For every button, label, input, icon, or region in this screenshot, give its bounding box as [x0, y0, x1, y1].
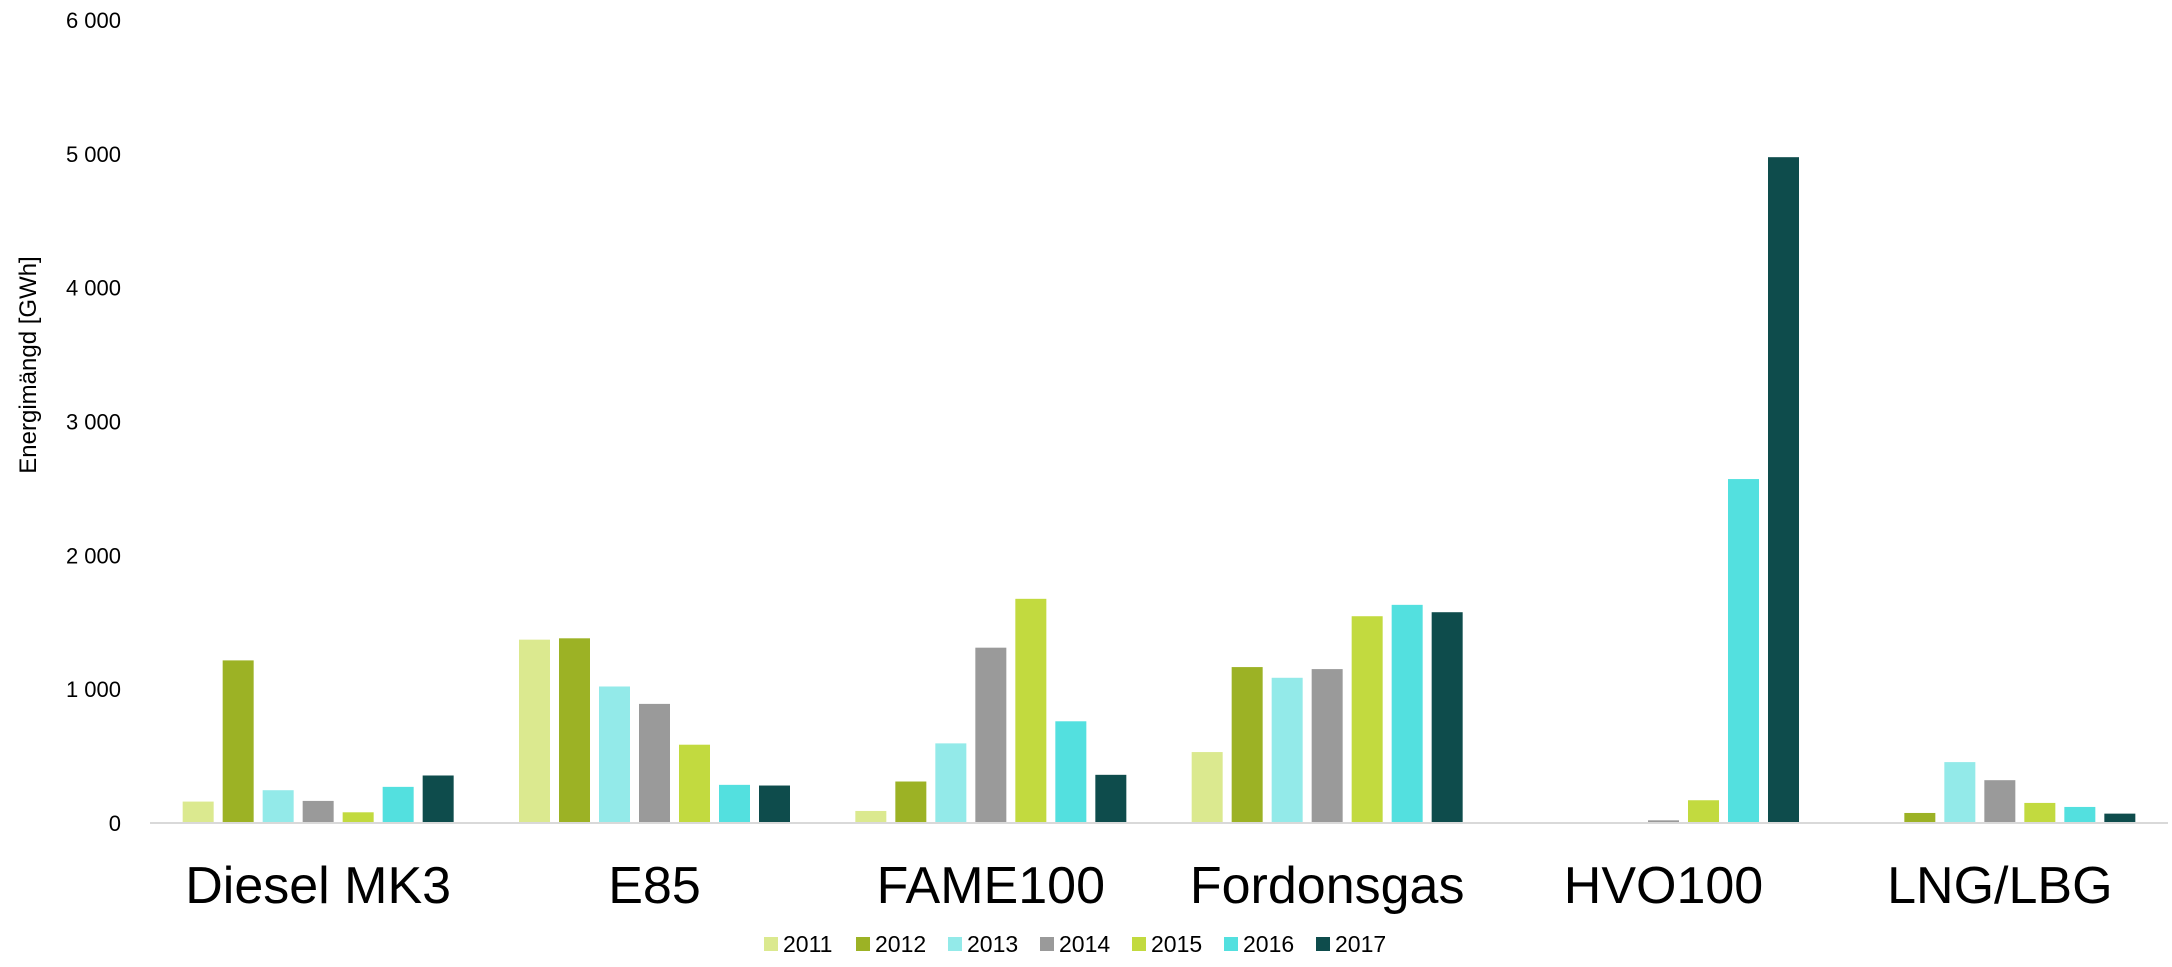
x-tick-label: Diesel MK3 [185, 857, 451, 915]
bar-lng-lbg-2014 [1984, 780, 2016, 823]
bar-diesel-mk3-2013 [262, 790, 294, 823]
bar-e85-2015 [679, 744, 710, 823]
bar-fame100-2017 [1095, 774, 1127, 823]
bar-fame100-2012 [895, 781, 927, 823]
bar-diesel-mk3-2017 [422, 775, 454, 823]
bar-fame100-2015 [1015, 598, 1047, 823]
legend-label: 2017 [1335, 931, 1386, 957]
bar-e85-2016 [719, 784, 750, 823]
legend-label: 2014 [1059, 931, 1110, 957]
bar-hvo100-2014 [1648, 820, 1679, 823]
bar-lng-lbg-2012 [1904, 812, 1936, 823]
bars [182, 157, 2136, 823]
bar-diesel-mk3-2015 [342, 812, 374, 823]
legend-label: 2016 [1243, 931, 1294, 957]
x-tick-label: Fordonsgas [1190, 857, 1465, 915]
bar-lng-lbg-2013 [1944, 762, 1976, 823]
y-axis: 0 1 000 2 000 3 000 4 000 5 000 6 000 [66, 8, 121, 836]
bar-hvo100-2015 [1688, 800, 1719, 823]
bar-e85-2011 [519, 639, 550, 823]
bar-hvo100-2017 [1768, 157, 1799, 823]
x-tick-label: E85 [608, 857, 701, 915]
y-axis-label: Energimängd [GWh] [15, 256, 42, 473]
legend: 2011 2012 2013 2014 2015 2016 2017 [764, 931, 1386, 957]
bar-fordonsgas-2014 [1311, 669, 1343, 823]
bar-diesel-mk3-2012 [222, 660, 254, 823]
bar-hvo100-2016 [1728, 479, 1759, 823]
legend-swatch [856, 937, 870, 951]
bar-fame100-2013 [935, 743, 967, 823]
legend-label: 2015 [1151, 931, 1202, 957]
y-tick-label: 0 [109, 811, 121, 836]
bar-lng-lbg-2016 [2064, 806, 2096, 823]
y-tick-label: 6 000 [66, 8, 121, 33]
legend-swatch [1040, 937, 1054, 951]
x-tick-label: LNG/LBG [1887, 857, 2112, 915]
x-tick-label: FAME100 [877, 857, 1105, 915]
legend-swatch [764, 937, 778, 951]
legend-label: 2011 [783, 931, 832, 957]
legend-swatch [1224, 937, 1238, 951]
bar-fame100-2014 [975, 647, 1007, 823]
bar-diesel-mk3-2014 [302, 800, 334, 823]
bar-fordonsgas-2017 [1431, 612, 1463, 823]
y-tick-label: 2 000 [66, 543, 121, 568]
bar-e85-2012 [559, 638, 590, 823]
y-tick-label: 4 000 [66, 276, 121, 301]
legend-label: 2013 [967, 931, 1018, 957]
y-tick-label: 3 000 [66, 410, 121, 435]
bar-fordonsgas-2016 [1391, 604, 1423, 823]
bar-fordonsgas-2011 [1191, 752, 1223, 823]
bar-fordonsgas-2015 [1351, 616, 1383, 823]
bar-lng-lbg-2017 [2104, 813, 2136, 823]
bar-fordonsgas-2012 [1231, 667, 1263, 823]
y-tick-label: 5 000 [66, 142, 121, 167]
bar-lng-lbg-2015 [2024, 802, 2056, 823]
bar-fame100-2011 [855, 810, 887, 823]
bar-diesel-mk3-2011 [182, 801, 214, 823]
bar-fame100-2016 [1055, 721, 1087, 823]
bar-fordonsgas-2013 [1271, 677, 1303, 823]
x-tick-label: HVO100 [1564, 857, 1763, 915]
y-tick-label: 1 000 [66, 677, 121, 702]
bar-e85-2014 [639, 703, 670, 823]
bar-e85-2013 [599, 686, 630, 823]
legend-label: 2012 [875, 931, 926, 957]
legend-swatch [1132, 937, 1146, 951]
legend-swatch [948, 937, 962, 951]
bar-diesel-mk3-2016 [382, 786, 414, 823]
bar-e85-2017 [759, 785, 790, 823]
x-axis: Diesel MK3 E85 FAME100 Fordonsgas HVO100 LNG/… [185, 857, 2112, 915]
legend-swatch [1316, 937, 1330, 951]
